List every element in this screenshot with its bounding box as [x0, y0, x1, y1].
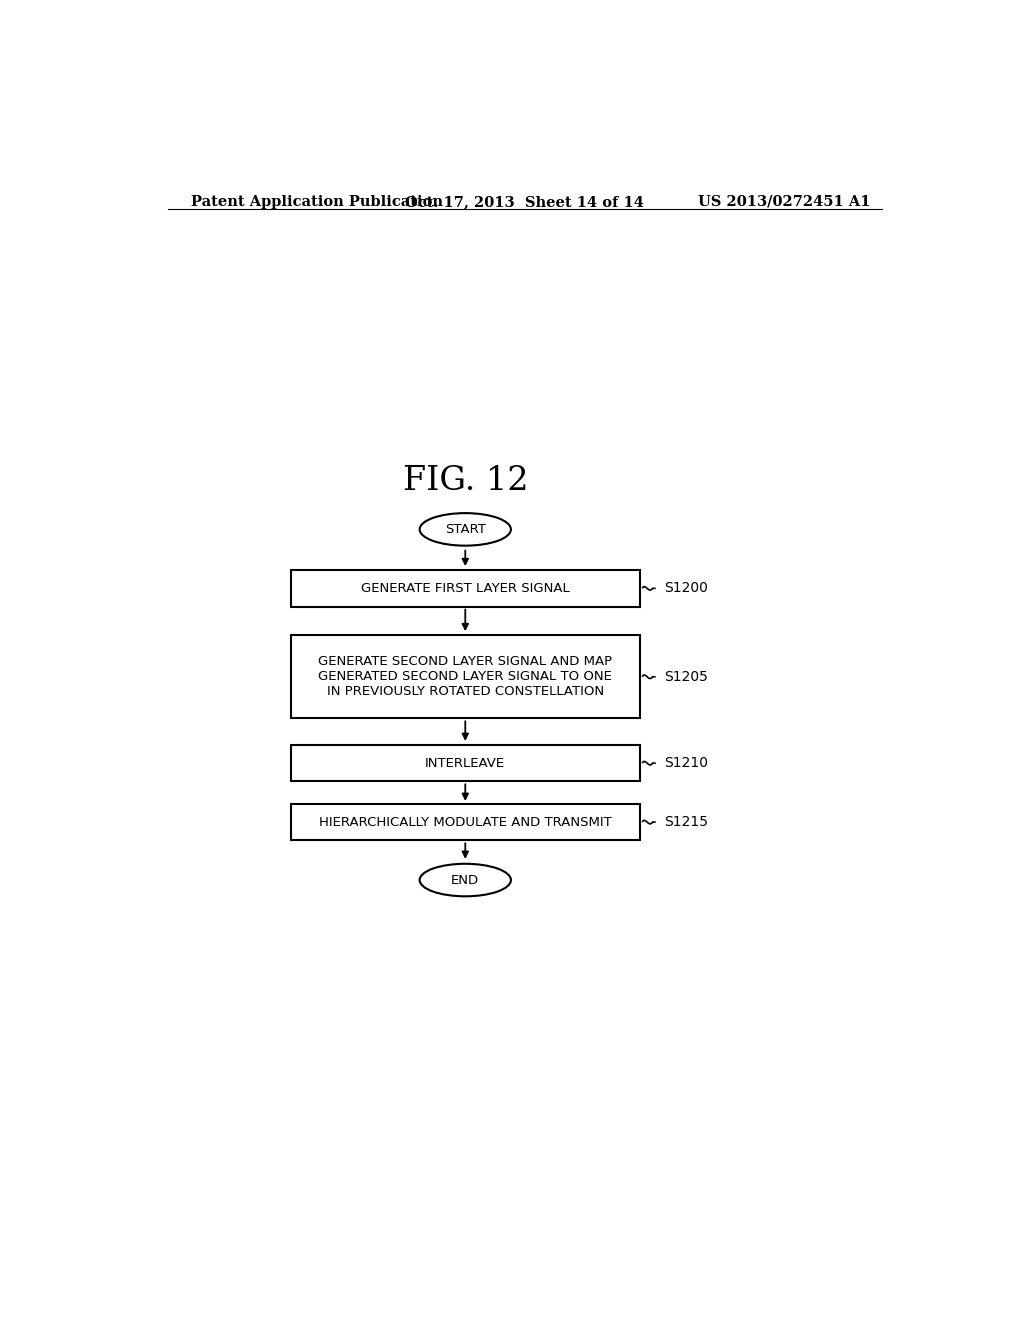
Text: FIG. 12: FIG. 12 — [402, 466, 528, 498]
Text: Patent Application Publication: Patent Application Publication — [191, 195, 443, 209]
Text: HIERARCHICALLY MODULATE AND TRANSMIT: HIERARCHICALLY MODULATE AND TRANSMIT — [318, 816, 611, 829]
Ellipse shape — [420, 513, 511, 545]
Text: START: START — [444, 523, 485, 536]
Text: INTERLEAVE: INTERLEAVE — [425, 756, 505, 770]
Text: S1215: S1215 — [664, 816, 708, 829]
Text: S1200: S1200 — [664, 581, 708, 595]
Text: S1205: S1205 — [664, 669, 708, 684]
FancyBboxPatch shape — [291, 570, 640, 607]
FancyBboxPatch shape — [291, 744, 640, 781]
FancyBboxPatch shape — [291, 635, 640, 718]
Ellipse shape — [420, 863, 511, 896]
Text: GENERATE SECOND LAYER SIGNAL AND MAP
GENERATED SECOND LAYER SIGNAL TO ONE
IN PRE: GENERATE SECOND LAYER SIGNAL AND MAP GEN… — [318, 655, 612, 698]
FancyBboxPatch shape — [291, 804, 640, 841]
Text: GENERATE FIRST LAYER SIGNAL: GENERATE FIRST LAYER SIGNAL — [360, 582, 569, 595]
Text: S1210: S1210 — [664, 756, 708, 770]
Text: Oct. 17, 2013  Sheet 14 of 14: Oct. 17, 2013 Sheet 14 of 14 — [406, 195, 644, 209]
Text: US 2013/0272451 A1: US 2013/0272451 A1 — [697, 195, 870, 209]
Text: END: END — [452, 874, 479, 887]
